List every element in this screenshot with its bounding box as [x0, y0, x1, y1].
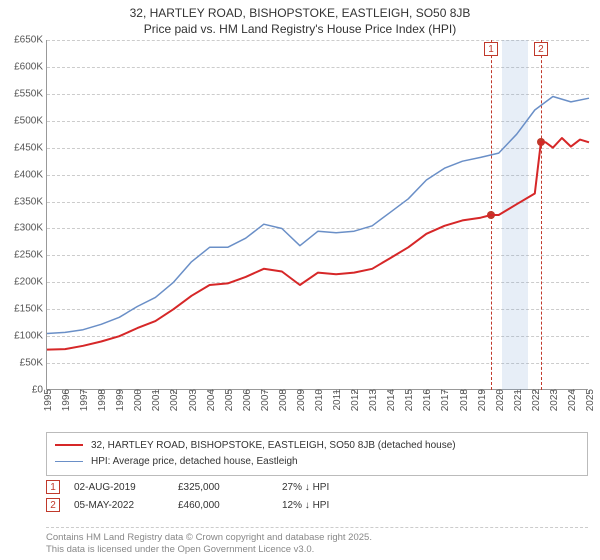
y-axis-label: £500K: [1, 115, 43, 126]
x-axis-label: 2025: [585, 389, 596, 411]
sale-date: 05-MAY-2022: [74, 500, 164, 511]
y-axis-label: £650K: [1, 35, 43, 46]
sale-price: £325,000: [178, 482, 268, 493]
x-axis-label: 2018: [459, 389, 470, 411]
summary-row: 1 02-AUG-2019 £325,000 27% ↓ HPI: [46, 478, 588, 496]
sale-hpi-delta: 27% ↓ HPI: [282, 482, 372, 493]
sale-price: £460,000: [178, 500, 268, 511]
legend-swatch-property: [55, 444, 83, 446]
y-axis-label: £550K: [1, 88, 43, 99]
y-axis-label: £450K: [1, 142, 43, 153]
x-axis-label: 2000: [133, 389, 144, 411]
y-axis-label: £600K: [1, 61, 43, 72]
x-axis-label: 2019: [477, 389, 488, 411]
sale-summary: 1 02-AUG-2019 £325,000 27% ↓ HPI 2 05-MA…: [46, 478, 588, 514]
series-hpi: [47, 97, 589, 334]
x-axis-label: 2015: [404, 389, 415, 411]
x-axis-label: 2020: [495, 389, 506, 411]
legend-row: HPI: Average price, detached house, East…: [55, 453, 579, 469]
x-axis-label: 1997: [79, 389, 90, 411]
sale-marker-icon: 2: [46, 498, 60, 512]
y-axis-label: £250K: [1, 250, 43, 261]
x-axis-label: 2022: [531, 389, 542, 411]
x-axis-label: 2008: [278, 389, 289, 411]
legend-swatch-hpi: [55, 461, 83, 462]
legend-row: 32, HARTLEY ROAD, BISHOPSTOKE, EASTLEIGH…: [55, 437, 579, 453]
x-axis-label: 2011: [332, 389, 343, 411]
chart-plot-area: £0£50K£100K£150K£200K£250K£300K£350K£400…: [46, 40, 588, 390]
chart-title: 32, HARTLEY ROAD, BISHOPSTOKE, EASTLEIGH…: [0, 0, 600, 20]
x-axis-label: 2017: [440, 389, 451, 411]
x-axis-label: 2023: [549, 389, 560, 411]
series-property: [47, 138, 589, 350]
y-axis-label: £0: [1, 385, 43, 396]
x-axis-label: 2001: [151, 389, 162, 411]
x-axis-label: 2002: [169, 389, 180, 411]
y-axis-label: £200K: [1, 277, 43, 288]
sale-marker-icon: 1: [46, 480, 60, 494]
y-axis-label: £300K: [1, 223, 43, 234]
x-axis-label: 2005: [224, 389, 235, 411]
footer-line: Contains HM Land Registry data © Crown c…: [46, 532, 588, 544]
chart-subtitle: Price paid vs. HM Land Registry's House …: [0, 20, 600, 36]
x-axis-label: 2013: [368, 389, 379, 411]
sale-date: 02-AUG-2019: [74, 482, 164, 493]
x-axis-label: 2021: [513, 389, 524, 411]
y-axis-label: £100K: [1, 331, 43, 342]
x-axis-label: 2007: [260, 389, 271, 411]
x-axis-label: 1995: [43, 389, 54, 411]
y-axis-label: £50K: [1, 358, 43, 369]
footer-attribution: Contains HM Land Registry data © Crown c…: [46, 527, 588, 556]
legend-label: 32, HARTLEY ROAD, BISHOPSTOKE, EASTLEIGH…: [91, 440, 456, 451]
chart-legend: 32, HARTLEY ROAD, BISHOPSTOKE, EASTLEIGH…: [46, 432, 588, 476]
summary-row: 2 05-MAY-2022 £460,000 12% ↓ HPI: [46, 496, 588, 514]
x-axis-label: 2010: [314, 389, 325, 411]
footer-line: This data is licensed under the Open Gov…: [46, 544, 588, 556]
y-axis-label: £400K: [1, 169, 43, 180]
x-axis-label: 2009: [296, 389, 307, 411]
x-axis-label: 2012: [350, 389, 361, 411]
y-axis-label: £150K: [1, 304, 43, 315]
x-axis-label: 2016: [422, 389, 433, 411]
legend-label: HPI: Average price, detached house, East…: [91, 456, 298, 467]
x-axis-label: 2014: [386, 389, 397, 411]
sale-hpi-delta: 12% ↓ HPI: [282, 500, 372, 511]
x-axis-label: 1999: [115, 389, 126, 411]
x-axis-label: 2003: [188, 389, 199, 411]
x-axis-label: 2006: [242, 389, 253, 411]
x-axis-label: 1996: [61, 389, 72, 411]
x-axis-label: 1998: [97, 389, 108, 411]
x-axis-label: 2004: [206, 389, 217, 411]
x-axis-label: 2024: [567, 389, 578, 411]
y-axis-label: £350K: [1, 196, 43, 207]
